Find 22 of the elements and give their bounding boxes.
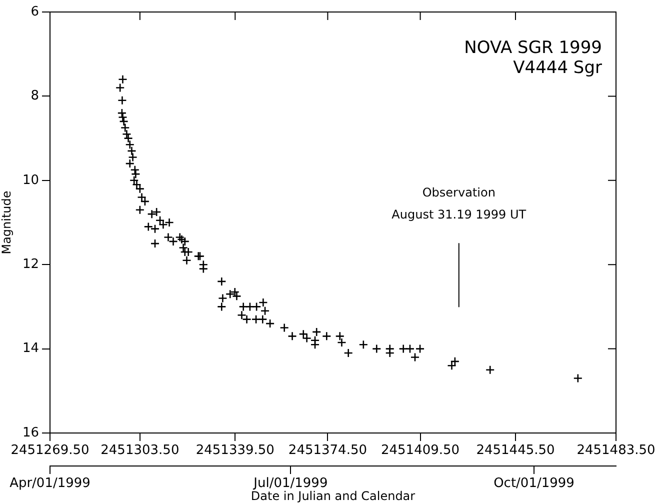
x2-tick-label: Oct/01/1999 bbox=[494, 476, 574, 492]
y-tick-label: 14 bbox=[22, 341, 39, 356]
x-tick-label: 2451303.50 bbox=[100, 443, 180, 458]
text: NOVA SGR 1999 bbox=[464, 38, 602, 58]
x-tick-label: 2451374.50 bbox=[288, 443, 367, 458]
x-tick-label: 2451339.50 bbox=[196, 443, 274, 458]
x-tick-label: 2451445.50 bbox=[476, 443, 555, 458]
y-tick-label: 8 bbox=[30, 88, 39, 104]
x2-tick-label: Apr/01/1999 bbox=[10, 476, 90, 492]
x-tick-label: 2451409.50 bbox=[380, 443, 460, 458]
annotation: August 31.19 1999 UT bbox=[392, 208, 527, 222]
y-tick-label: 12 bbox=[22, 256, 39, 272]
y-axis-title: Magnitude bbox=[0, 190, 14, 254]
x2-tick-label: Jul/01/1999 bbox=[252, 476, 328, 492]
x-tick-label: 2451483.50 bbox=[576, 443, 656, 458]
x-axis-title: Date in Julian and Calendar bbox=[250, 488, 416, 503]
y-tick-label: 10 bbox=[22, 172, 39, 188]
y-tick-label: 16 bbox=[22, 425, 39, 440]
x-tick-label: 2451269.50 bbox=[10, 443, 90, 458]
y-tick-label: 6 bbox=[30, 4, 39, 20]
text: V4444 Sgr bbox=[513, 58, 602, 78]
annotation: Observation bbox=[422, 186, 496, 200]
